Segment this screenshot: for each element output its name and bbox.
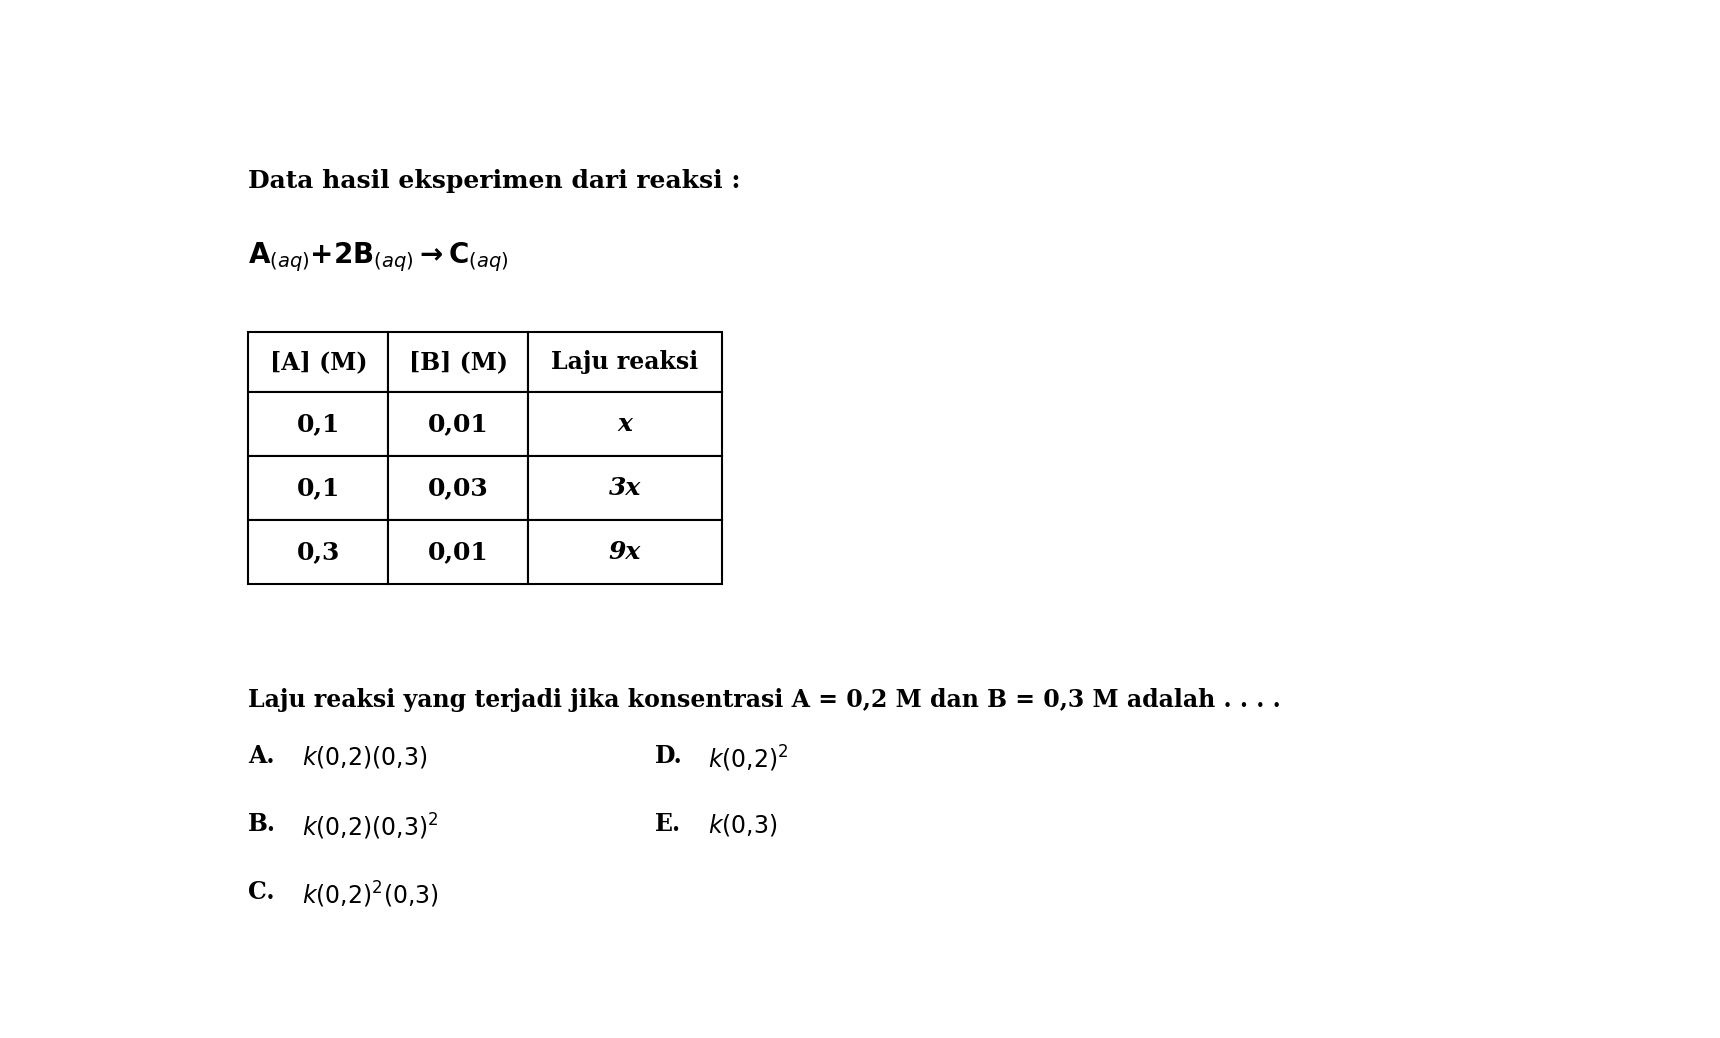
- Text: B.: B.: [248, 812, 277, 836]
- Text: Data hasil eksperimen dari reaksi :: Data hasil eksperimen dari reaksi :: [248, 168, 741, 192]
- Text: Laju reaksi: Laju reaksi: [552, 351, 698, 375]
- Text: $k(0{,}2)^{2}$: $k(0{,}2)^{2}$: [709, 744, 789, 774]
- Bar: [528, 392, 722, 457]
- Text: 0,01: 0,01: [428, 540, 488, 565]
- Bar: [248, 392, 389, 457]
- Text: 9x: 9x: [609, 540, 642, 565]
- Text: 0,3: 0,3: [296, 540, 341, 565]
- Text: [A] (M): [A] (M): [270, 351, 366, 375]
- Text: $k(0{,}2)^{2}(0{,}3)$: $k(0{,}2)^{2}(0{,}3)$: [301, 880, 439, 910]
- Text: $k(0{,}2)(0{,}3)$: $k(0{,}2)(0{,}3)$: [301, 744, 427, 770]
- Text: C.: C.: [248, 880, 275, 904]
- Text: 3x: 3x: [609, 476, 642, 500]
- Text: Laju reaksi yang terjadi jika konsentrasi A = 0,2 M dan B = 0,3 M adalah . . . .: Laju reaksi yang terjadi jika konsentras…: [248, 688, 1281, 712]
- Text: 0,1: 0,1: [296, 476, 341, 500]
- Bar: [528, 457, 722, 520]
- Text: $\mathbf{A}_{(aq)}\mathbf{+2B}_{(aq)}\mathbf{\rightarrow C}_{(aq)}$: $\mathbf{A}_{(aq)}\mathbf{+2B}_{(aq)}\ma…: [248, 241, 509, 274]
- Text: A.: A.: [248, 744, 275, 768]
- Text: [B] (M): [B] (M): [409, 351, 507, 375]
- Bar: [389, 457, 528, 520]
- Bar: [389, 520, 528, 584]
- Bar: [248, 332, 389, 392]
- Text: x: x: [617, 412, 633, 436]
- Bar: [389, 332, 528, 392]
- Bar: [389, 392, 528, 457]
- Bar: [248, 520, 389, 584]
- Bar: [248, 457, 389, 520]
- Text: $k(0{,}2)(0{,}3)^{2}$: $k(0{,}2)(0{,}3)^{2}$: [301, 812, 439, 842]
- Text: 0,03: 0,03: [428, 476, 488, 500]
- Text: 0,01: 0,01: [428, 412, 488, 436]
- Text: D.: D.: [655, 744, 683, 768]
- Bar: [528, 520, 722, 584]
- Text: E.: E.: [655, 812, 681, 836]
- Text: 0,1: 0,1: [296, 412, 341, 436]
- Bar: [528, 332, 722, 392]
- Text: $k(0{,}3)$: $k(0{,}3)$: [709, 812, 777, 838]
